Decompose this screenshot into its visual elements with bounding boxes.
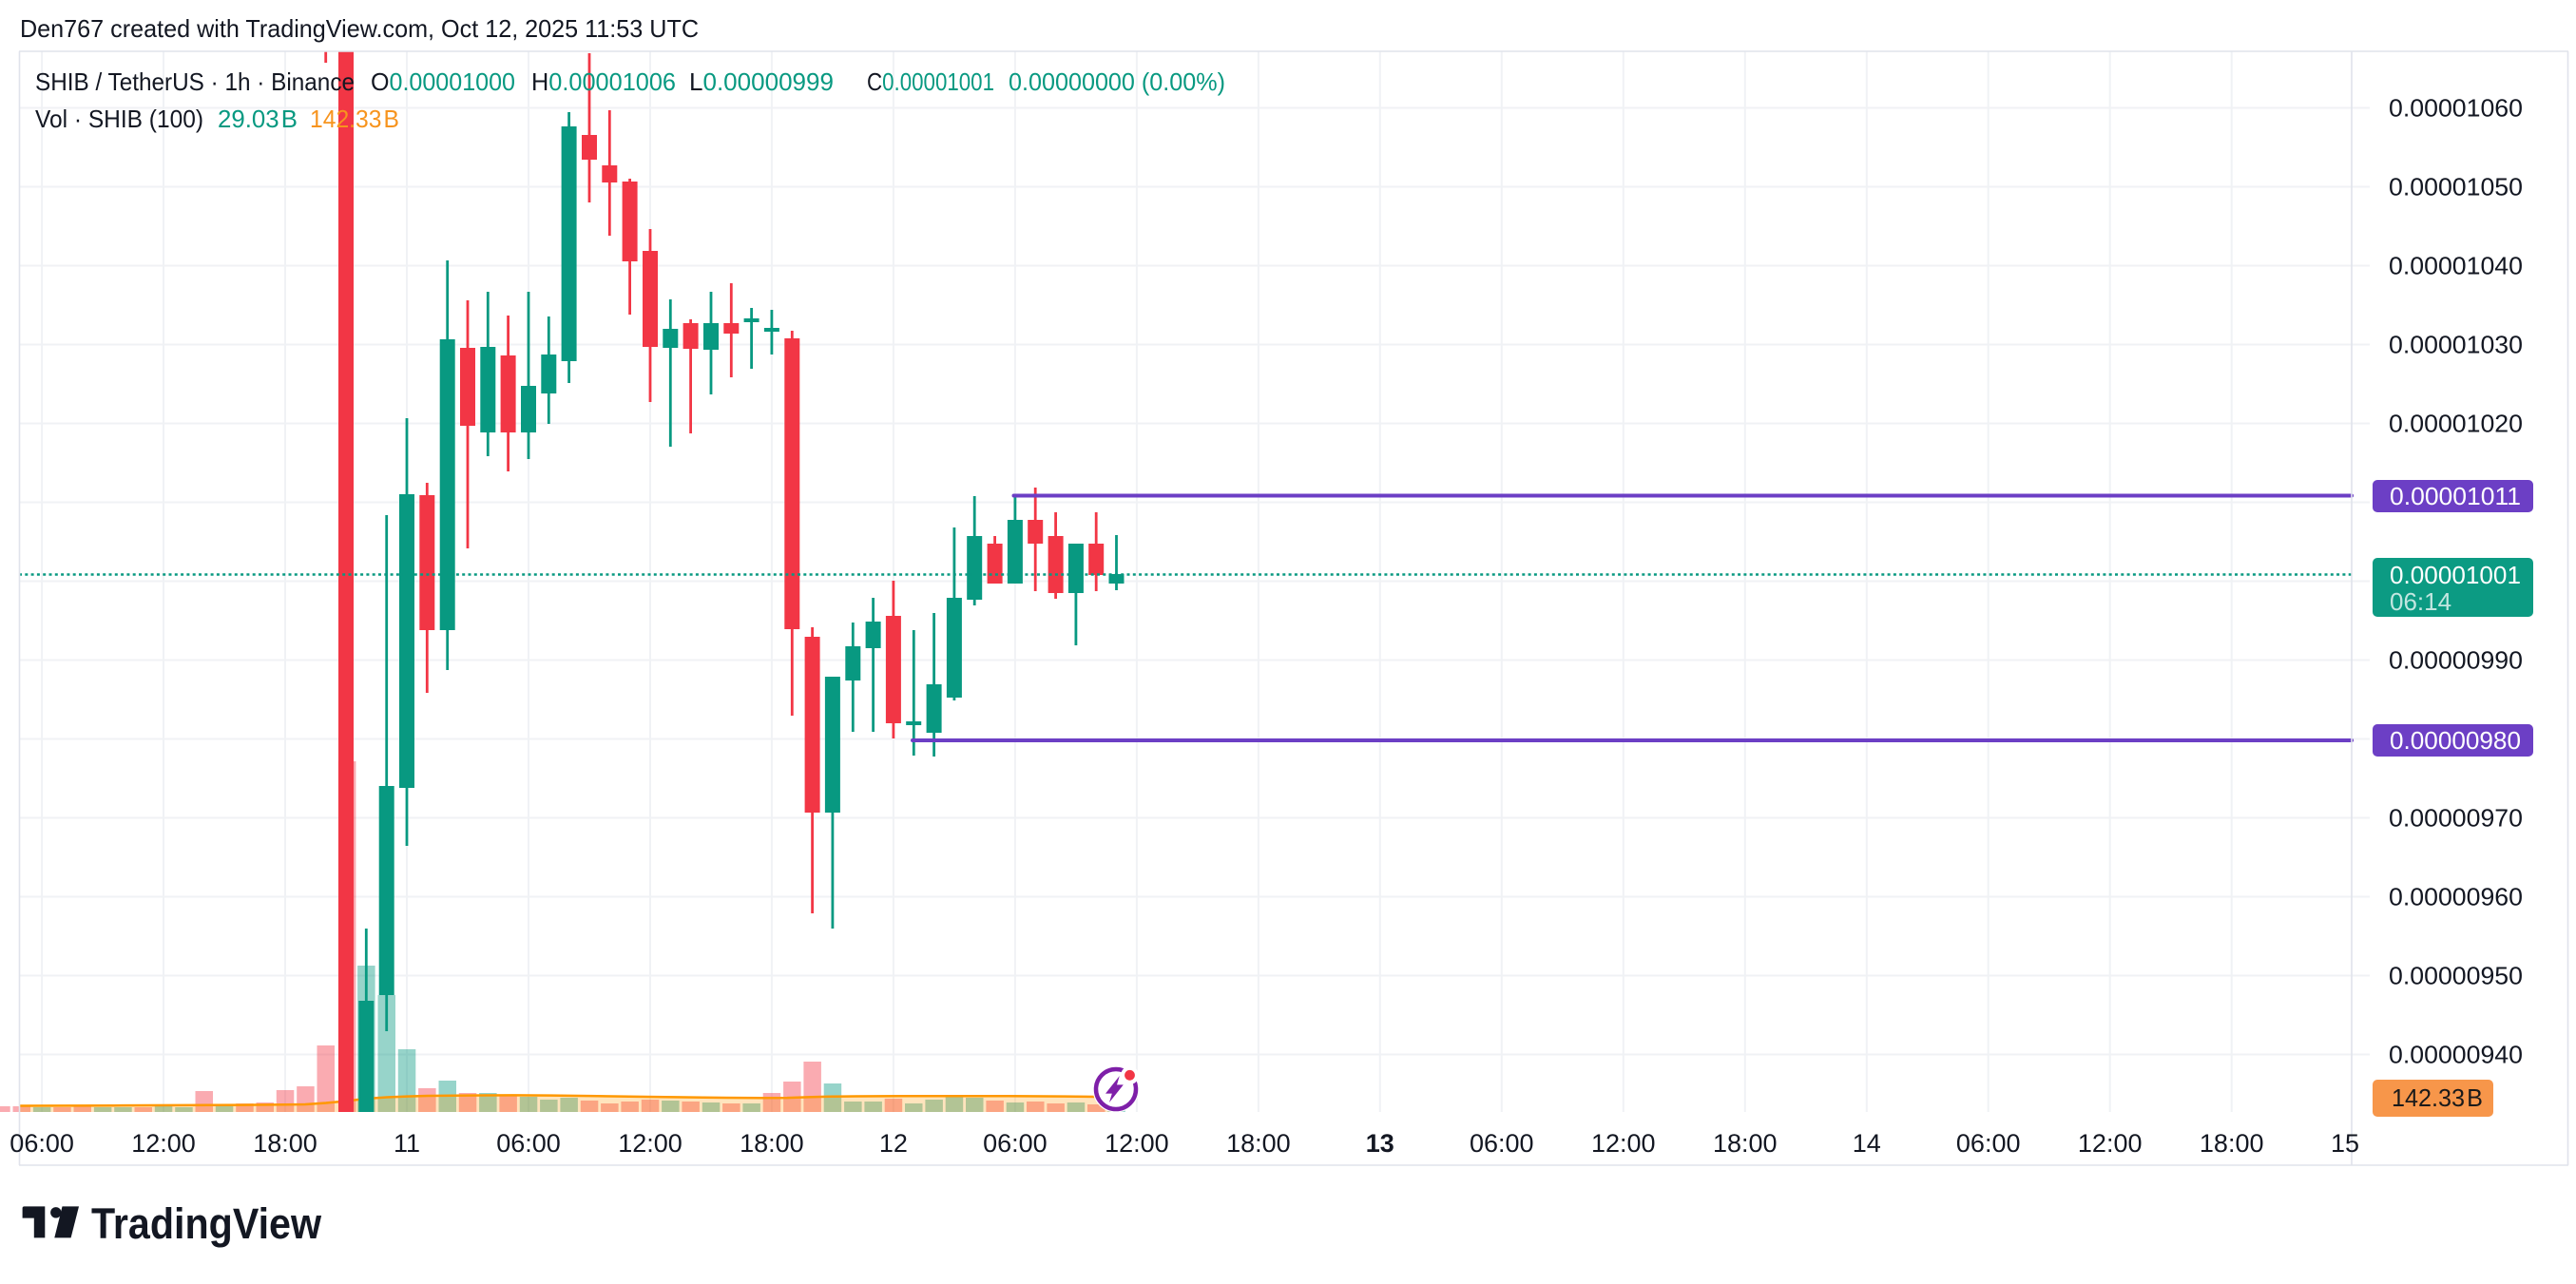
svg-text:18:00: 18:00	[1226, 1129, 1291, 1158]
svg-text:0.00000980: 0.00000980	[2390, 726, 2521, 755]
svg-text:0.00000960: 0.00000960	[2389, 883, 2523, 911]
svg-text:0.00001030: 0.00001030	[2389, 331, 2523, 359]
svg-text:0.00000000 (0.00%): 0.00000000 (0.00%)	[1009, 67, 1225, 96]
svg-text:12:00: 12:00	[1105, 1129, 1169, 1158]
svg-text:L0.00000999: L0.00000999	[689, 67, 834, 96]
svg-text:C0.00001001: C0.00001001	[867, 67, 994, 96]
svg-text:06:00: 06:00	[10, 1129, 74, 1158]
svg-text:18:00: 18:00	[1713, 1129, 1778, 1158]
svg-text:0.00001020: 0.00001020	[2389, 410, 2523, 438]
svg-text:142.33 B: 142.33 B	[310, 105, 399, 133]
svg-text:0.00001060: 0.00001060	[2389, 94, 2523, 123]
svg-text:12:00: 12:00	[2078, 1129, 2143, 1158]
svg-text:29.03 B: 29.03 B	[218, 105, 298, 133]
svg-text:0.00000970: 0.00000970	[2389, 804, 2523, 833]
svg-text:18:00: 18:00	[740, 1129, 804, 1158]
svg-text:14: 14	[1853, 1129, 1881, 1158]
svg-text:Vol · SHIB (100): Vol · SHIB (100)	[35, 105, 203, 133]
svg-text:0.00001001: 0.00001001	[2390, 561, 2521, 589]
svg-text:13: 13	[1366, 1129, 1394, 1158]
svg-text:0.00000990: 0.00000990	[2389, 646, 2523, 675]
svg-text:0.00000940: 0.00000940	[2389, 1041, 2523, 1069]
svg-text:15: 15	[2331, 1129, 2359, 1158]
svg-text:TradingView: TradingView	[91, 1199, 322, 1248]
svg-text:18:00: 18:00	[253, 1129, 317, 1158]
svg-text:SHIB / TetherUS · 1h · Binance: SHIB / TetherUS · 1h · Binance	[35, 67, 355, 96]
svg-text:11: 11	[394, 1129, 420, 1158]
svg-text:18:00: 18:00	[2200, 1129, 2264, 1158]
svg-text:12:00: 12:00	[1591, 1129, 1656, 1158]
svg-text:0.00001011: 0.00001011	[2390, 482, 2521, 510]
svg-text:06:00: 06:00	[1956, 1129, 2021, 1158]
svg-text:06:14: 06:14	[2390, 587, 2451, 616]
svg-text:06:00: 06:00	[983, 1129, 1048, 1158]
svg-text:12: 12	[879, 1129, 908, 1158]
svg-text:Den767 created with TradingVie: Den767 created with TradingView.com, Oct…	[20, 14, 699, 43]
svg-text:06:00: 06:00	[1470, 1129, 1534, 1158]
svg-text:12:00: 12:00	[618, 1129, 682, 1158]
svg-text:142.33 B: 142.33 B	[2392, 1083, 2483, 1112]
svg-text:0.00000950: 0.00000950	[2389, 962, 2523, 990]
svg-text:H0.00001006: H0.00001006	[531, 67, 676, 96]
svg-text:0.00001050: 0.00001050	[2389, 173, 2523, 201]
svg-text:0.00001040: 0.00001040	[2389, 252, 2523, 280]
svg-text:06:00: 06:00	[496, 1129, 561, 1158]
svg-text:O0.00001000: O0.00001000	[371, 67, 515, 96]
svg-text:12:00: 12:00	[131, 1129, 196, 1158]
